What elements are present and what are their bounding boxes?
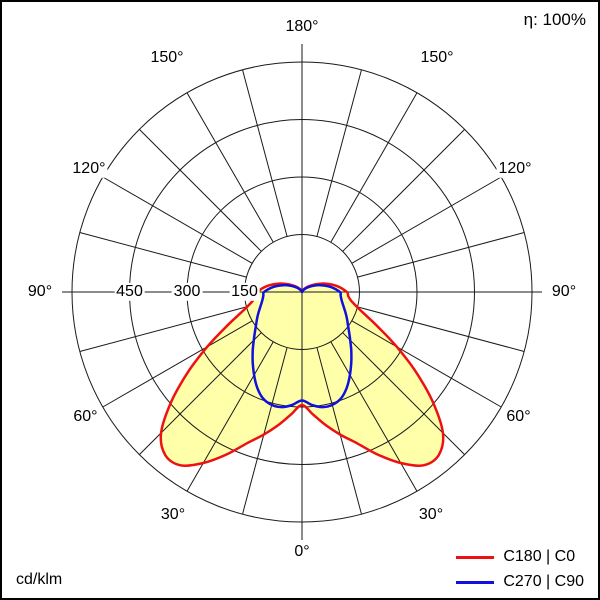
series-curve-1 — [251, 283, 353, 409]
angle-label-180: 180° — [283, 17, 321, 37]
angle-label-120-right: 120° — [496, 159, 534, 179]
grid-spoke-15 — [316, 347, 362, 515]
legend-item-c180-c0: C180 | C0 — [456, 548, 584, 566]
angle-label-90-left: 90° — [25, 282, 55, 302]
unit-label: cd/klm — [16, 571, 63, 588]
angle-label-60-right: 60° — [504, 407, 533, 427]
grid-spoke-105 — [357, 232, 525, 278]
grid-spoke-165 — [316, 69, 362, 237]
angle-label-0: 0° — [292, 542, 312, 562]
legend-item-c270-c90: C270 | C90 — [456, 573, 584, 591]
c180-c0-line-swatch — [456, 555, 495, 559]
radial-tick-150: 150 — [229, 282, 260, 302]
grid-spoke-75 — [357, 306, 525, 352]
grid-spoke-60 — [351, 320, 502, 408]
grid-spoke-135 — [342, 129, 465, 252]
grid-spoke-210 — [186, 92, 274, 243]
grid-spoke-330 — [186, 341, 274, 492]
grid-spoke-345 — [242, 347, 288, 515]
legend-label-c180-c0: C180 | C0 — [503, 548, 576, 565]
grid-spoke-240 — [102, 176, 253, 264]
angle-label-150-left: 150° — [148, 48, 186, 68]
grid-spoke-285 — [79, 306, 247, 352]
c270-c90-line-swatch — [456, 580, 495, 584]
angle-label-90-right: 90° — [549, 282, 579, 302]
angle-label-60-left: 60° — [71, 407, 100, 427]
polar-grid — [62, 44, 542, 540]
grid-spoke-255 — [79, 232, 247, 278]
efficiency-label: η: 100% — [523, 10, 586, 29]
grid-spoke-225 — [139, 129, 262, 252]
grid-spoke-150 — [330, 92, 418, 243]
radial-tick-450: 450 — [114, 282, 145, 302]
angle-label-30-right: 30° — [416, 506, 446, 525]
radial-tick-300: 300 — [171, 282, 203, 302]
legend-label-c270-c90: C270 | C90 — [503, 573, 584, 590]
grid-spoke-195 — [242, 69, 288, 237]
angle-label-150-right: 150° — [418, 48, 456, 68]
angle-label-120-left: 120° — [70, 159, 108, 179]
grid-spoke-300 — [102, 320, 253, 408]
angle-label-30-left: 30° — [158, 506, 188, 525]
grid-spoke-120 — [351, 176, 502, 264]
legend: C180 | C0 C270 | C90 — [456, 548, 584, 591]
grid-spoke-30 — [330, 341, 418, 492]
